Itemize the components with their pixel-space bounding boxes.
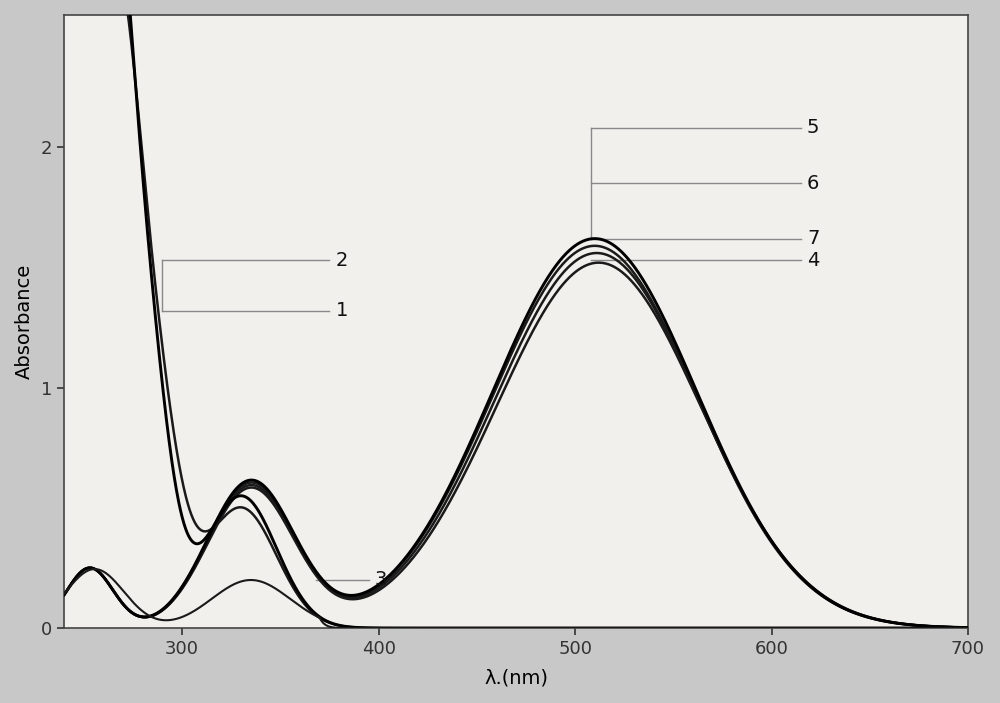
Text: 5: 5 [807,119,819,138]
Text: 1: 1 [335,301,348,321]
X-axis label: λ.(nm): λ.(nm) [484,669,548,688]
Y-axis label: Absorbance: Absorbance [15,264,34,379]
Text: 7: 7 [807,229,819,248]
Text: 6: 6 [807,174,819,193]
Text: 3: 3 [375,571,387,590]
Text: 2: 2 [335,251,348,270]
Text: 4: 4 [807,251,819,270]
